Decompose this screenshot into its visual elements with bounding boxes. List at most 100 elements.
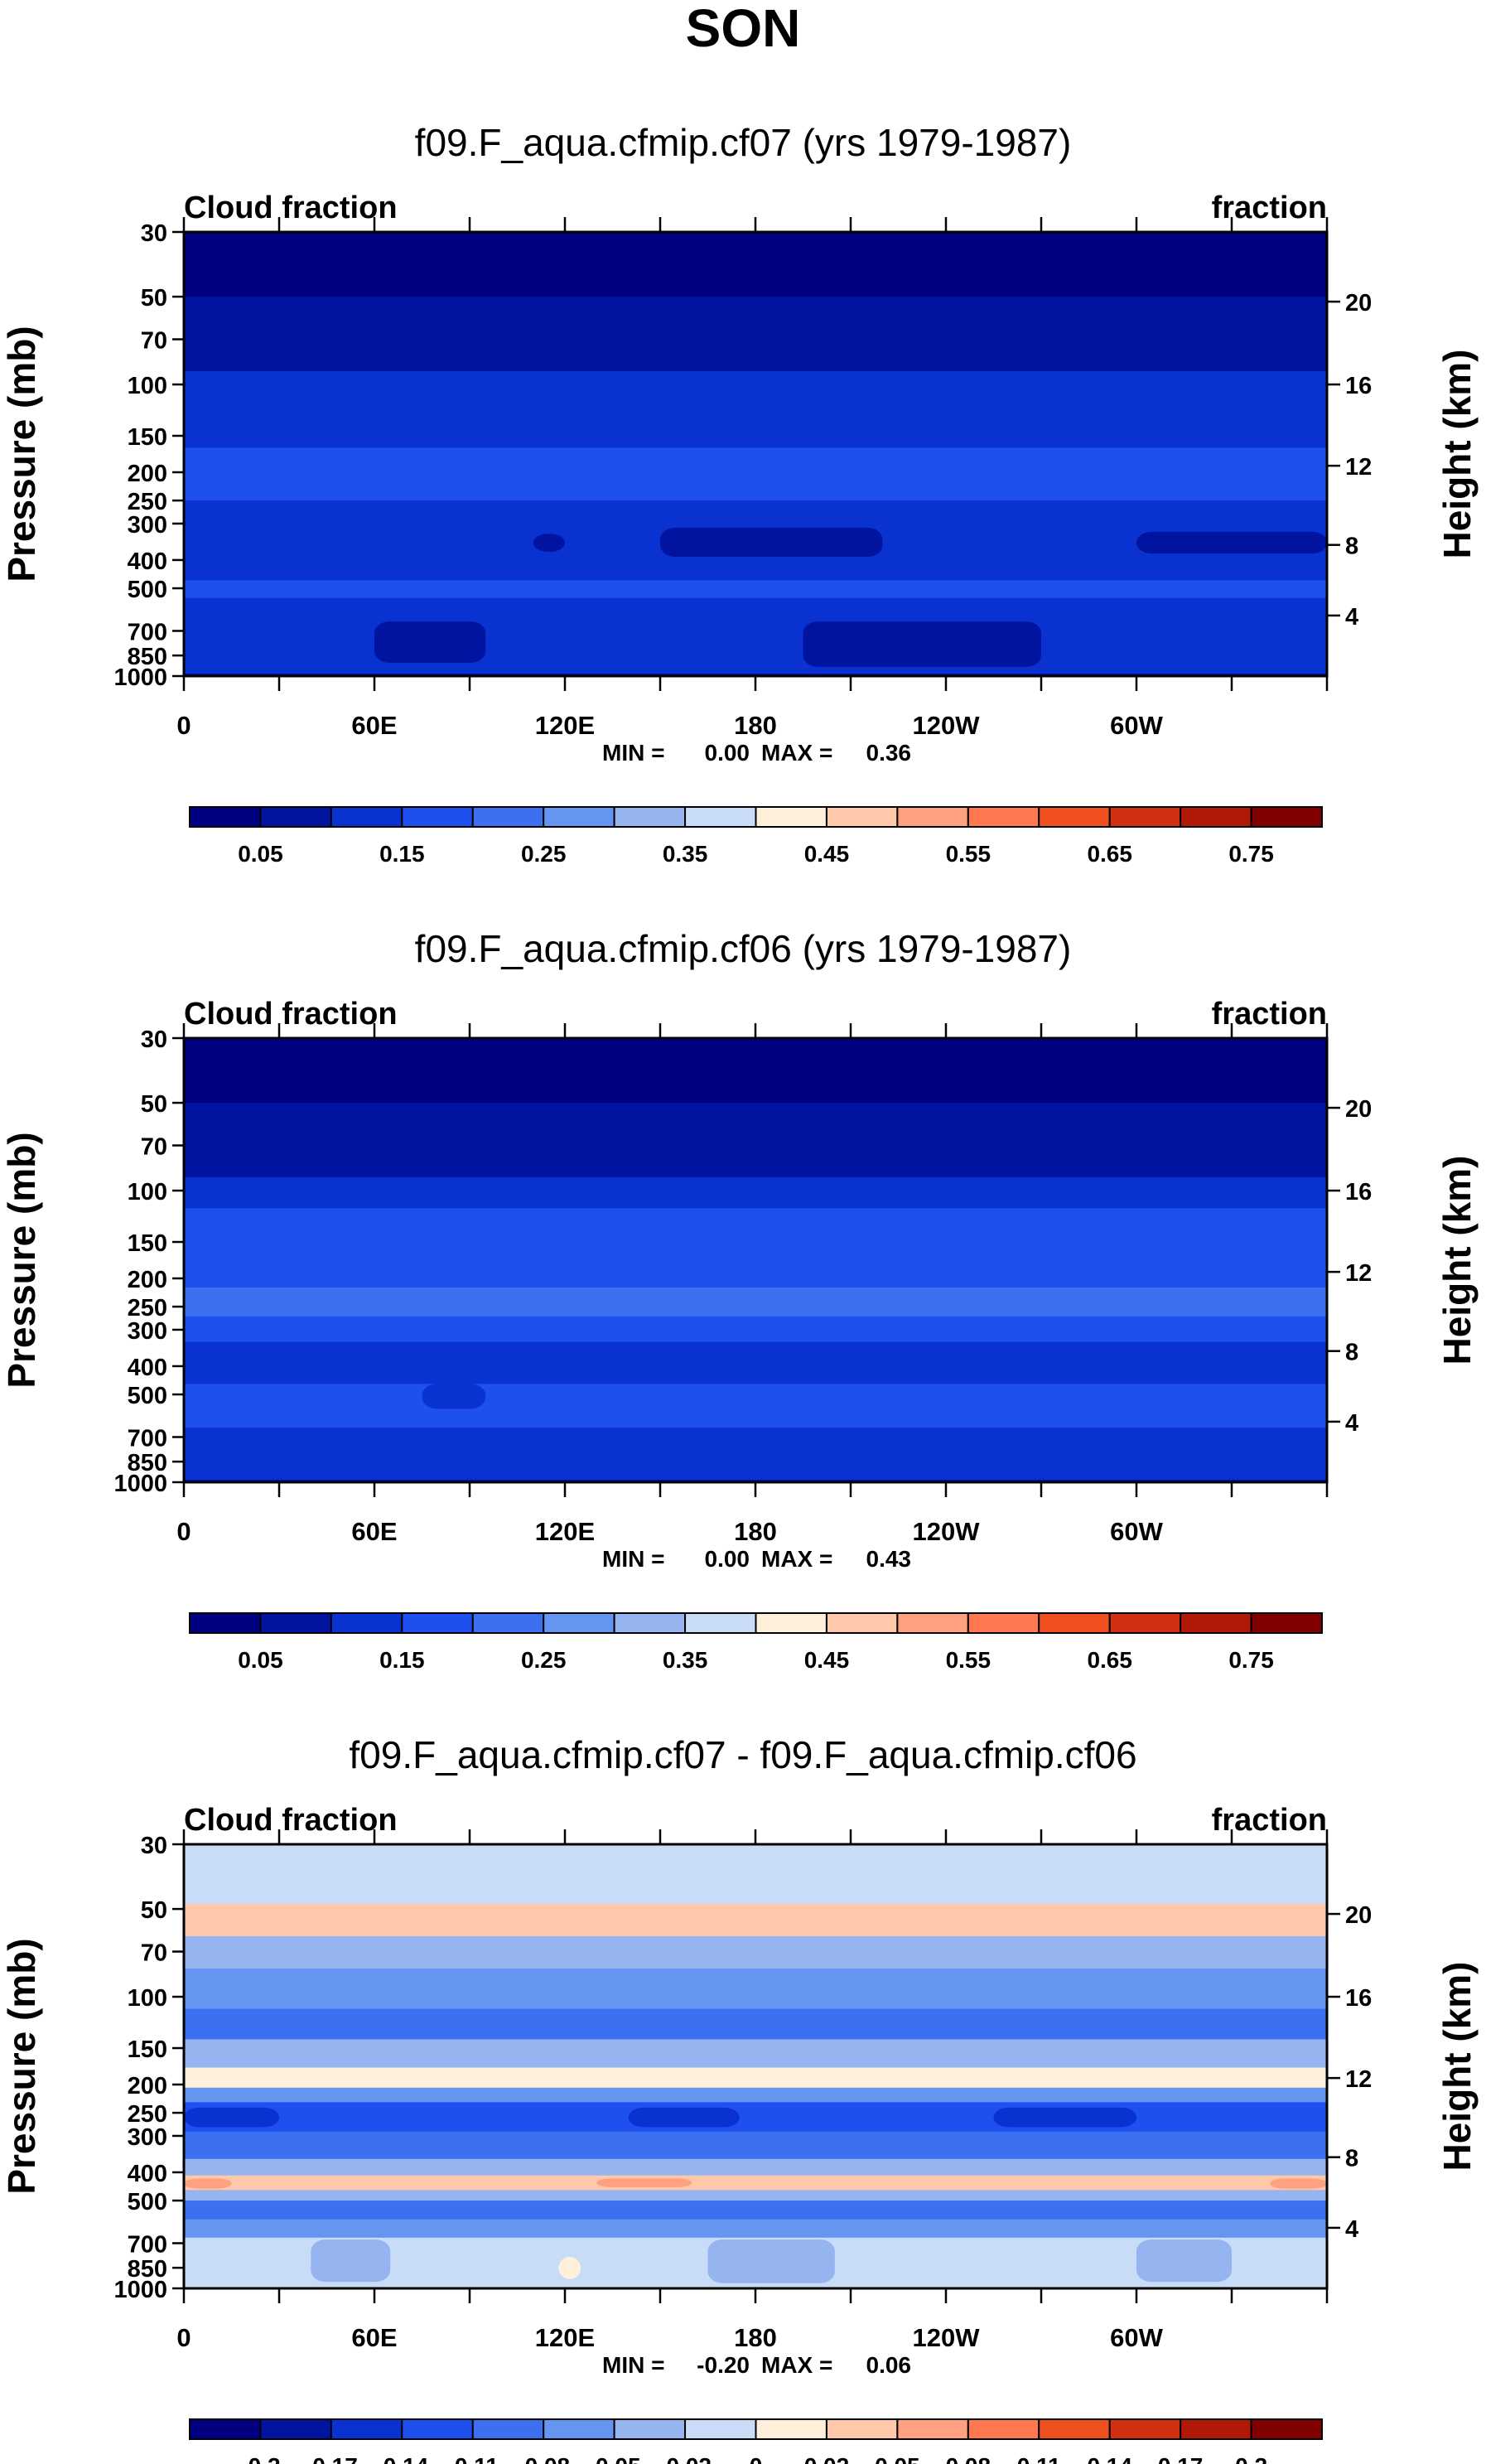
colorbar-swatch [755,806,827,828]
pressure-tick-label: 70 [141,1940,167,1967]
contour-band [184,2008,1327,2040]
pressure-tick-label: 50 [141,1897,167,1924]
contour-band [184,1428,1327,1481]
colorbar-label: 0.08 [946,2453,991,2464]
colorbar-swatch [1250,1612,1323,1634]
height-tick-label: 12 [1345,2066,1372,2093]
longitude-tick-label: 60W [1110,711,1163,740]
colorbar-swatch [684,1612,757,1634]
max-label: MAX = [761,2352,832,2378]
y-axis-right-label: Height (km) [1435,1156,1479,1365]
min-value: -0.20 [697,2352,750,2378]
pressure-tick-label: 1000 [113,1471,167,1497]
contour-patch [993,2107,1136,2128]
contour-band [184,481,1327,501]
colorbar-swatch [1108,1612,1182,1634]
pressure-tick-label: 100 [128,1179,167,1205]
longitude-tick-label: 180 [734,2323,777,2352]
height-axis: 20 16 12 8 4 [1327,290,1372,630]
max-label: MAX = [761,1546,832,1572]
contour-band [184,2102,1327,2133]
chart-panel-3: f09.F_aqua.cfmip.cf07 - f09.F_aqua.cfmip… [0,1733,1479,2464]
colorbar-swatch [896,1612,969,1634]
colorbar-swatch [259,1612,332,1634]
colorbar-swatch [1180,2418,1252,2440]
y-axis-right-label: Height (km) [1435,350,1479,559]
height-tick-label: 20 [1345,1096,1372,1123]
pressure-tick-label: 500 [128,2189,167,2215]
colorbar-label: 0.35 [663,841,708,867]
colorbar-swatch [1038,806,1111,828]
max-value: 0.06 [866,2352,912,2378]
colorbar-swatch [755,2418,827,2440]
pressure-tick-label: 300 [128,1318,167,1345]
colorbar-label: 0.45 [804,841,850,867]
left-string: Cloud fraction [184,997,398,1031]
colorbar-label: -0.02 [659,2453,712,2464]
colorbar-swatch [330,806,403,828]
pressure-tick-label: 250 [128,489,167,515]
contour-band [184,1038,1327,1104]
longitude-axis: 0 60E 120E 180 120W 60W [176,217,1329,740]
pressure-tick-label: 70 [141,328,167,355]
colorbar-swatch [189,2418,262,2440]
colorbar-swatch [1180,806,1252,828]
contour-band [184,1384,1327,1414]
pressure-tick-label: 30 [141,1027,167,1053]
contour-field [184,232,1327,677]
contour-patch [533,534,565,553]
pressure-tick-label: 150 [128,424,167,451]
pressure-tick-label: 150 [128,2036,167,2063]
contour-band [184,462,1327,482]
min-value: 0.00 [705,1546,750,1572]
min-label: MIN = [602,1546,664,1572]
longitude-tick-label: 60E [351,1517,397,1546]
pressure-tick-label: 850 [128,2256,167,2283]
contour-band [184,1844,1327,1905]
colorbar-label: 0.02 [804,2453,850,2464]
contour-band [184,2131,1327,2160]
colorbar-swatch [613,806,687,828]
pressure-tick-label: 500 [128,1383,167,1409]
longitude-tick-label: 0 [176,2323,191,2352]
colorbar-label: 0.14 [1087,2453,1132,2464]
contour-band [184,580,1327,599]
colorbar-swatch [896,806,969,828]
min-max-annotation: MIN = 0.00 MAX = 0.36 [602,740,911,766]
contour-patch [422,1384,486,1409]
height-tick-label: 8 [1345,2146,1358,2172]
pressure-tick-label: 300 [128,2124,167,2151]
chart-panel-2: f09.F_aqua.cfmip.cf06 (yrs 1979-1987) Clo… [0,927,1479,1673]
height-axis: 20 16 12 8 4 [1327,1902,1372,2243]
colorbar-label: 0.25 [521,841,567,867]
height-tick-label: 20 [1345,1902,1372,1929]
contour-patch [184,2178,232,2189]
colorbar-swatch [401,806,474,828]
contour-band [184,1176,1327,1209]
contour-band [184,2087,1327,2103]
min-max-annotation: MIN = 0.00 MAX = 0.43 [602,1546,911,1572]
min-max-annotation: MIN = -0.20 MAX = 0.06 [602,2352,911,2378]
height-axis: 20 16 12 8 4 [1327,1096,1372,1437]
pressure-tick-label: 30 [141,1833,167,1859]
colorbar-swatch [825,1612,899,1634]
panel-title: f09.F_aqua.cfmip.cf06 (yrs 1979-1987) [415,927,1072,970]
contour-band [184,447,1327,463]
pressure-tick-label: 100 [128,373,167,399]
colorbar-label: -0.08 [517,2453,570,2464]
colorbar-swatch [896,2418,969,2440]
contour-band [184,1413,1327,1428]
y-axis-label: Pressure (mb) [0,1132,43,1388]
longitude-tick-label: 120W [913,1517,981,1546]
pressure-tick-label: 70 [141,1134,167,1161]
contour-band [184,1103,1327,1147]
colorbar-label: -0.14 [375,2453,428,2464]
pressure-tick-label: 1000 [113,664,167,691]
colorbar-label: 0.55 [946,1647,991,1673]
colorbar-swatch [967,1612,1040,1634]
longitude-axis: 0 60E 120E 180 120W 60W [176,1829,1329,2352]
height-tick-label: 20 [1345,290,1372,316]
colorbar-swatch [471,806,545,828]
